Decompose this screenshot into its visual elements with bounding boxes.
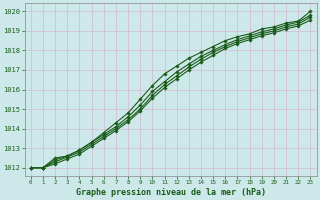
X-axis label: Graphe pression niveau de la mer (hPa): Graphe pression niveau de la mer (hPa) bbox=[76, 188, 266, 197]
